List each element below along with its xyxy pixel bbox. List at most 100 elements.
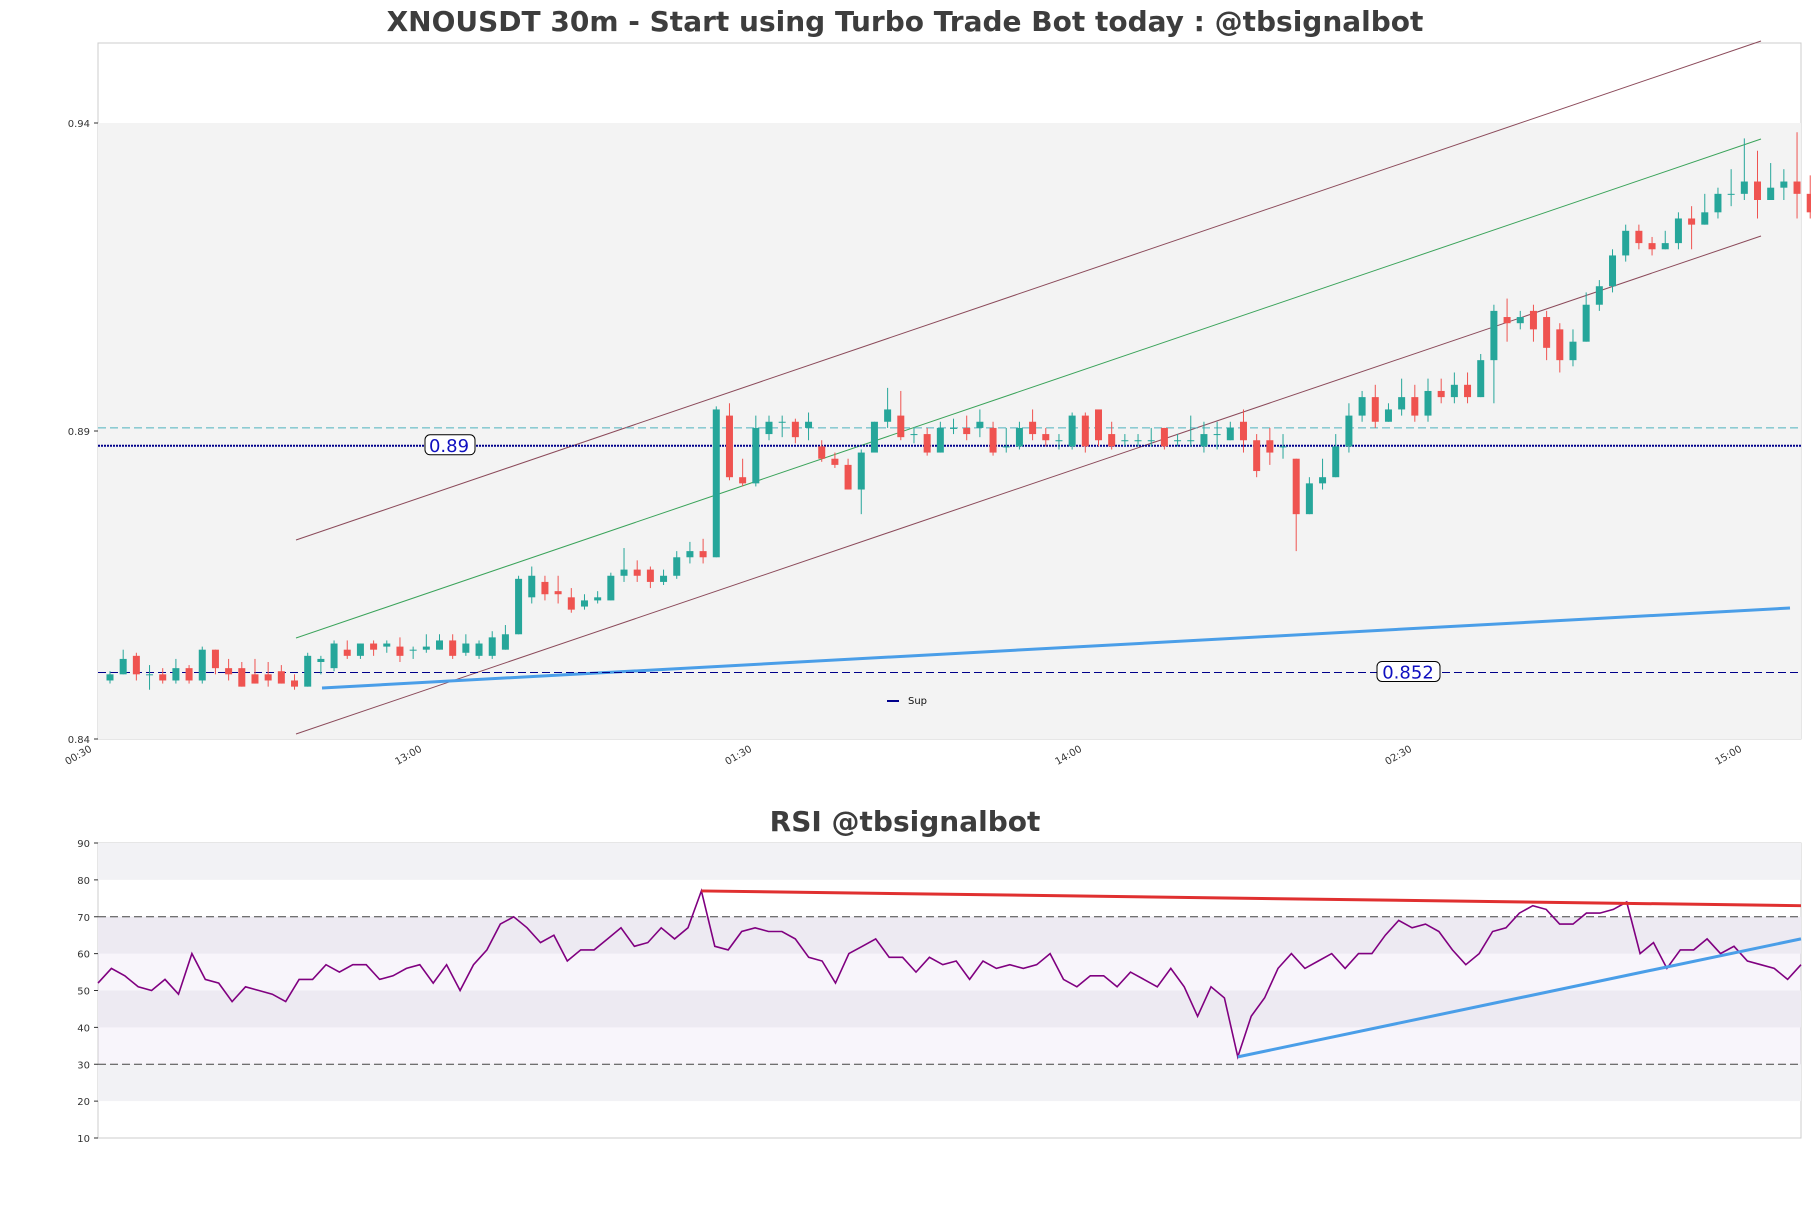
price-x-ticks: 00:30 13:00 01:30 14:00 02:30 15:00 bbox=[64, 744, 1744, 768]
candle-body bbox=[818, 446, 826, 459]
candle-body bbox=[1556, 329, 1564, 361]
level-label-0852: 0.852 bbox=[1382, 662, 1434, 683]
price-x-tick-label: 15:00 bbox=[1714, 744, 1744, 768]
candle-body bbox=[317, 658, 325, 662]
candle-body bbox=[462, 643, 470, 653]
price-x-tick-label: 13:00 bbox=[394, 744, 424, 768]
candle-body bbox=[1200, 434, 1208, 447]
candle-body bbox=[936, 427, 944, 453]
candle-body bbox=[831, 458, 839, 465]
candle-body bbox=[159, 674, 167, 681]
channel-upper-line bbox=[295, 40, 1762, 541]
rsi-series-line bbox=[97, 888, 1802, 1060]
level-label-box-0852 bbox=[1376, 660, 1441, 682]
candle-body bbox=[567, 597, 575, 610]
candle-body bbox=[1147, 440, 1155, 442]
candle-body bbox=[515, 578, 523, 635]
candle-body bbox=[1622, 230, 1630, 256]
candle-body bbox=[1740, 181, 1748, 194]
candle-body bbox=[725, 415, 733, 478]
candle-body bbox=[594, 597, 602, 601]
candle-body bbox=[185, 668, 193, 681]
candle-body bbox=[1411, 397, 1419, 416]
candle-body bbox=[132, 655, 140, 675]
candle-body bbox=[1174, 440, 1182, 442]
candle-body bbox=[198, 649, 206, 681]
candle-body bbox=[1635, 230, 1643, 244]
price-y-tick-label: 0.94 bbox=[68, 119, 90, 130]
candle-body bbox=[370, 643, 378, 650]
candle-body bbox=[106, 674, 114, 681]
candle-body bbox=[528, 575, 536, 598]
rsi-y-tick-label: 10 bbox=[77, 1134, 90, 1145]
candle-body bbox=[1569, 341, 1577, 361]
candle-body bbox=[356, 643, 364, 656]
rsi-band bbox=[98, 916, 1801, 954]
price-x-tick-label: 00:30 bbox=[64, 744, 94, 768]
candle-body bbox=[1437, 390, 1445, 398]
candle-body bbox=[686, 551, 694, 558]
candle-body bbox=[791, 421, 799, 438]
candle-body bbox=[1134, 440, 1142, 442]
candle-body bbox=[383, 643, 391, 647]
price-chart-title: XNOUSDT 30m - Start using Turbo Trade Bo… bbox=[387, 5, 1424, 38]
candle-body bbox=[1464, 384, 1472, 398]
candle-body bbox=[1648, 243, 1656, 250]
candle-body bbox=[343, 649, 351, 656]
candle-body bbox=[436, 640, 443, 650]
candle-body bbox=[422, 646, 430, 650]
price-y-ticks: 0.84 0.89 0.94 bbox=[68, 119, 98, 746]
candle-body bbox=[1661, 243, 1669, 250]
candle-body bbox=[1239, 421, 1247, 441]
candle-body bbox=[225, 668, 233, 675]
candle-body bbox=[844, 464, 852, 490]
candle-body bbox=[910, 434, 918, 436]
candle-body bbox=[1450, 384, 1458, 398]
candle-body bbox=[1503, 317, 1511, 324]
candle-body bbox=[1002, 446, 1010, 448]
candle-body bbox=[330, 643, 338, 669]
candle-body bbox=[1609, 255, 1617, 287]
candle-body bbox=[1688, 218, 1696, 225]
candle-body bbox=[897, 415, 905, 438]
candle-body bbox=[950, 427, 958, 429]
rsi-trendline bbox=[701, 889, 1802, 908]
candle-body bbox=[1345, 415, 1353, 447]
rsi-y-tick-label: 60 bbox=[77, 950, 90, 961]
rsi-y-tick-label: 50 bbox=[77, 987, 90, 998]
rsi-overbought-oversold-region bbox=[98, 916, 1801, 1065]
price-x-tick-label: 14:00 bbox=[1054, 744, 1084, 768]
candle-body bbox=[1213, 434, 1221, 436]
candle-body bbox=[146, 674, 154, 676]
candle-body bbox=[1543, 317, 1551, 348]
rsi-y-tick-label: 30 bbox=[77, 1060, 90, 1071]
candle-body bbox=[870, 421, 878, 453]
candle-body bbox=[1029, 421, 1037, 435]
candle-body bbox=[976, 421, 984, 428]
rsi-band bbox=[98, 843, 1801, 880]
candle-body bbox=[396, 646, 404, 656]
price-y-tick-label: 0.89 bbox=[68, 427, 90, 438]
candles bbox=[106, 132, 1811, 690]
candle-body bbox=[1398, 397, 1406, 410]
candle-body bbox=[501, 634, 509, 650]
candle-body bbox=[488, 637, 496, 656]
price-x-tick-label: 01:30 bbox=[724, 744, 754, 768]
level-label-089: 0.89 bbox=[429, 436, 469, 457]
candle-body bbox=[409, 649, 417, 651]
candle-body bbox=[646, 569, 654, 582]
candle-body bbox=[1042, 434, 1050, 441]
candle-body bbox=[1714, 193, 1722, 213]
candle-body bbox=[1015, 427, 1023, 447]
candle-body bbox=[1727, 193, 1735, 195]
candle-body bbox=[1529, 310, 1537, 330]
candle-body bbox=[1187, 440, 1195, 442]
candle-body bbox=[554, 591, 562, 595]
candle-body bbox=[1793, 181, 1801, 194]
candle-body bbox=[712, 409, 720, 558]
rsi-bands bbox=[98, 843, 1801, 1102]
candle-body bbox=[633, 569, 641, 576]
candle-body bbox=[1767, 187, 1775, 200]
candle-body bbox=[1516, 317, 1524, 324]
price-y-tick-label: 0.84 bbox=[68, 735, 90, 746]
